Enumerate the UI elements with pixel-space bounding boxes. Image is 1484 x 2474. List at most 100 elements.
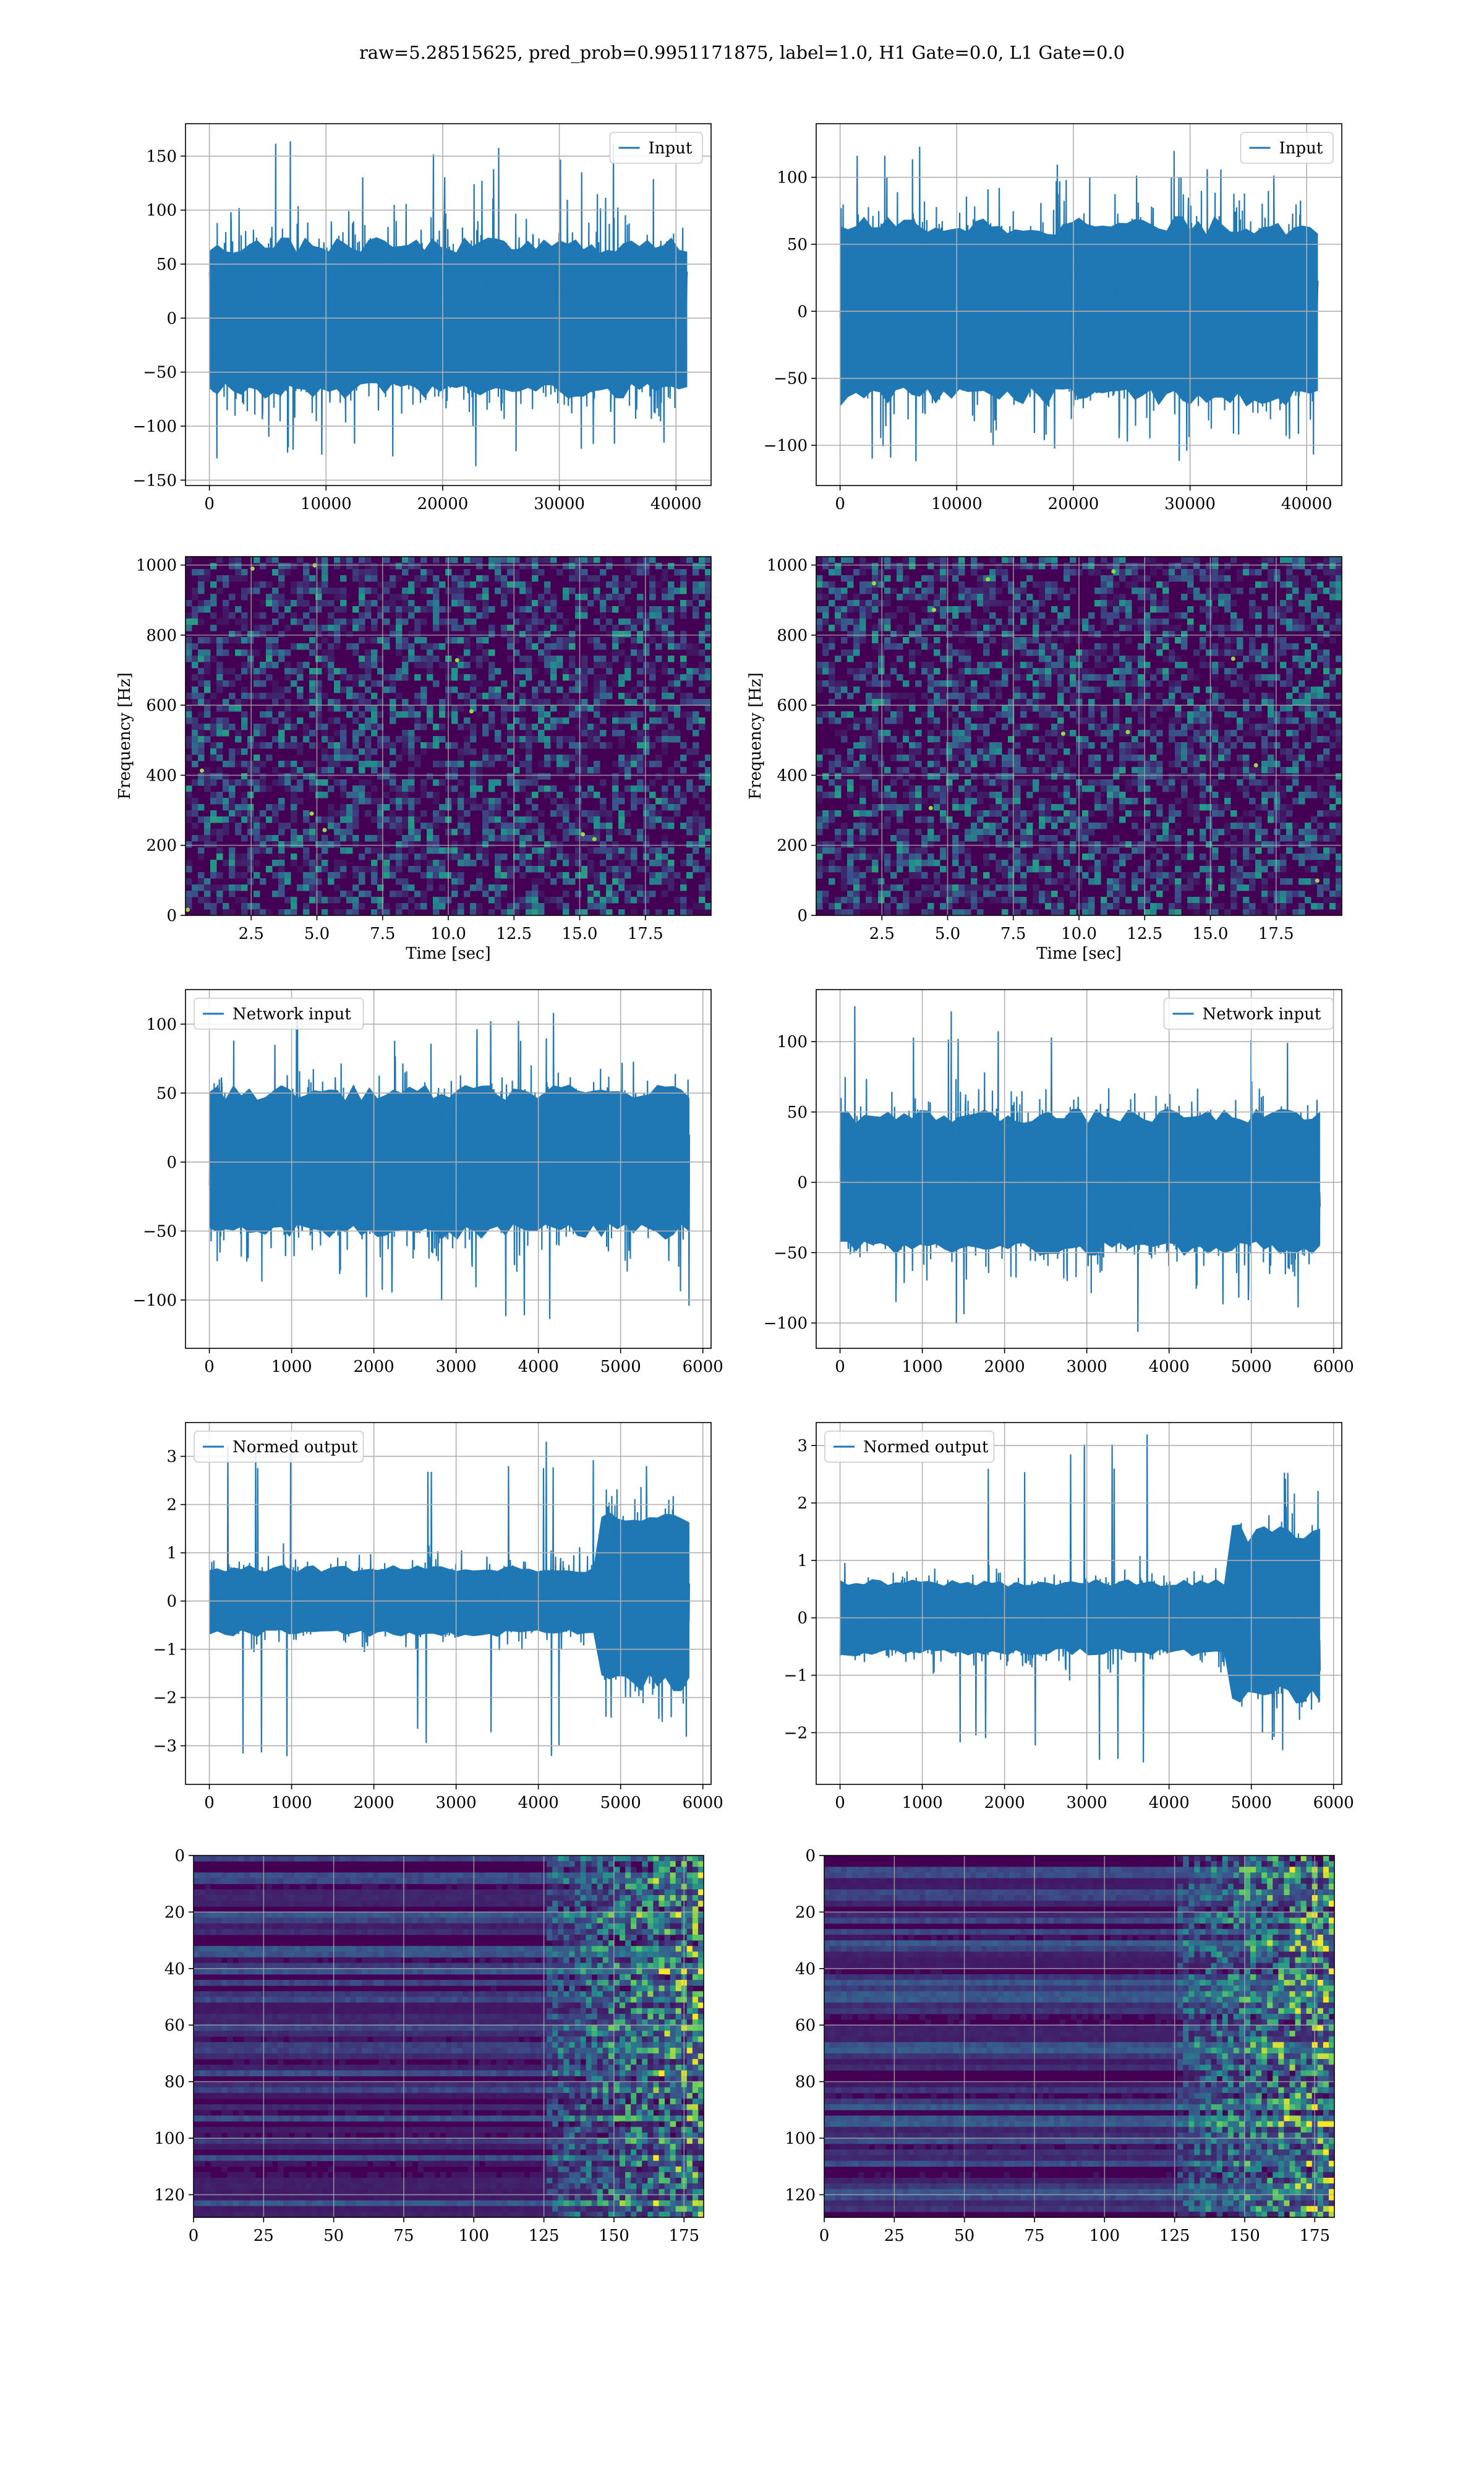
x-tick-label: 12.5	[1127, 925, 1162, 943]
x-tick-label: 0	[204, 1794, 215, 1812]
x-tick-label: 5000	[600, 1794, 641, 1812]
y-tick-label: 100	[146, 1016, 177, 1034]
x-tick-label: 20000	[1048, 495, 1099, 513]
x-tick-label: 10000	[301, 495, 352, 513]
legend-label: Normed output	[232, 1438, 358, 1457]
y-tick-label: 150	[146, 147, 177, 166]
x-tick-label: 125	[529, 2227, 560, 2245]
legend-box	[194, 1431, 364, 1463]
axes-frame	[185, 989, 712, 1349]
x-tick-label: 150	[1229, 2227, 1260, 2245]
y-tick-label: 400	[777, 766, 808, 785]
x-tick-label: 40000	[1281, 495, 1333, 513]
hotspot	[928, 806, 933, 811]
y-tick-label: −50	[774, 1244, 808, 1262]
axes-frame	[816, 1422, 1342, 1785]
y-tick-label: 120	[785, 2186, 816, 2204]
hotspot	[1060, 731, 1065, 736]
x-tick-label: 25	[254, 2227, 274, 2245]
chart-spectrogram-h1: 2.5 5.0 7.5 10.0 12.5 15.0 17.5 0 200 400 600 800 10…	[116, 556, 712, 963]
y-tick-label: −100	[133, 1291, 177, 1310]
hotspot	[1111, 569, 1116, 574]
y-tick-label: 600	[146, 696, 177, 715]
hotspot	[871, 581, 876, 586]
axes-frame	[816, 123, 1342, 486]
legend-label: Input	[1279, 139, 1323, 158]
y-tick-label: 120	[154, 2186, 185, 2204]
hotspot	[581, 832, 586, 837]
y-tick-label: 600	[777, 696, 808, 715]
y-tick-label: 800	[777, 627, 808, 645]
legend-box	[194, 998, 364, 1030]
y-tick-label: 1000	[136, 557, 177, 575]
hotspot	[186, 907, 190, 912]
y-tick-label: 2	[166, 1496, 177, 1515]
axes-frame	[816, 989, 1342, 1349]
plot-area	[186, 990, 711, 1348]
x-tick-label: 0	[835, 1794, 845, 1812]
y-tick-label: 20	[164, 1903, 185, 1922]
x-tick-label: 15.0	[562, 925, 598, 943]
x-tick-label: 17.5	[628, 925, 663, 943]
plot-area	[816, 1423, 1342, 1784]
y-tick-label: −100	[764, 437, 808, 455]
hotspot	[986, 577, 991, 582]
plot-area	[186, 1423, 711, 1784]
y-tick-label: 50	[156, 1084, 177, 1103]
x-tick-label: 7.5	[370, 925, 395, 943]
series-line	[839, 147, 1319, 461]
plot-area	[186, 557, 711, 915]
y-tick-label: −150	[133, 471, 177, 490]
x-tick-label: 150	[599, 2227, 629, 2245]
y-tick-label: 60	[164, 2016, 185, 2035]
y-tick-label: −1	[153, 1641, 177, 1659]
x-tick-label: 30000	[1164, 495, 1216, 513]
chart-feature-map-l1: 0 25 50 75 100 125 150 175 0 20 40 60 80 100 120	[785, 1847, 1335, 2245]
hotspot	[454, 657, 459, 662]
plot-area	[194, 1856, 704, 2217]
x-tick-label: 0	[819, 2227, 830, 2245]
x-tick-label: 12.5	[496, 925, 532, 943]
x-axis-label: Time [sec]	[406, 944, 491, 963]
y-tick-label: 20	[795, 1903, 816, 1922]
x-tick-label: 25	[884, 2227, 905, 2245]
hotspot	[1230, 656, 1235, 661]
x-tick-label: 10.0	[1061, 925, 1097, 943]
y-tick-label: 1	[797, 1552, 808, 1570]
y-tick-label: 3	[797, 1437, 808, 1455]
legend-label: Network input	[1203, 1005, 1321, 1024]
x-tick-label: 2000	[984, 1794, 1025, 1812]
legend-label: Input	[649, 139, 693, 158]
chart-spectrogram-l1: 2.5 5.0 7.5 10.0 12.5 15.0 17.5 0 200 400 600 800 10…	[746, 556, 1342, 963]
x-tick-label: 50	[954, 2227, 974, 2245]
y-tick-label: 50	[156, 255, 177, 274]
series-line	[839, 1434, 1321, 1763]
x-tick-label: 3000	[1067, 1794, 1107, 1812]
y-tick-label: 100	[785, 2129, 816, 2148]
chart-feature-map-h1: 0 25 50 75 100 125 150 175 0 20 40 60 80 100 120	[154, 1847, 704, 2245]
y-tick-label: −100	[764, 1314, 808, 1333]
x-tick-label: 125	[1159, 2227, 1190, 2245]
y-tick-label: −2	[153, 1689, 177, 1708]
y-tick-label: 80	[795, 2073, 816, 2092]
x-tick-label: 175	[668, 2227, 699, 2245]
axes-frame	[824, 1855, 1335, 2218]
y-tick-label: −50	[143, 1222, 177, 1241]
y-tick-label: −50	[143, 364, 177, 382]
axes-frame	[193, 1855, 704, 2218]
y-tick-label: 0	[805, 1847, 816, 1865]
chart-normed-output-l1: 0 1000 2000 3000 4000 5000 6000 −2 −1 0 1 2 3 Normed …	[784, 1422, 1354, 1812]
legend-label: Network input	[232, 1005, 351, 1024]
hotspot	[592, 837, 597, 842]
hotspot	[200, 768, 205, 773]
x-tick-label: 0	[835, 495, 845, 513]
y-tick-label: −2	[784, 1724, 808, 1742]
x-tick-label: 2000	[984, 1358, 1025, 1376]
y-tick-label: −3	[153, 1737, 177, 1756]
x-tick-label: 100	[458, 2227, 489, 2245]
plot-area	[816, 990, 1342, 1348]
figure-title: raw=5.28515625, pred_prob=0.9951171875, …	[359, 42, 1125, 63]
legend-box	[824, 1431, 995, 1463]
y-axis-label: Frequency [Hz]	[116, 672, 134, 800]
